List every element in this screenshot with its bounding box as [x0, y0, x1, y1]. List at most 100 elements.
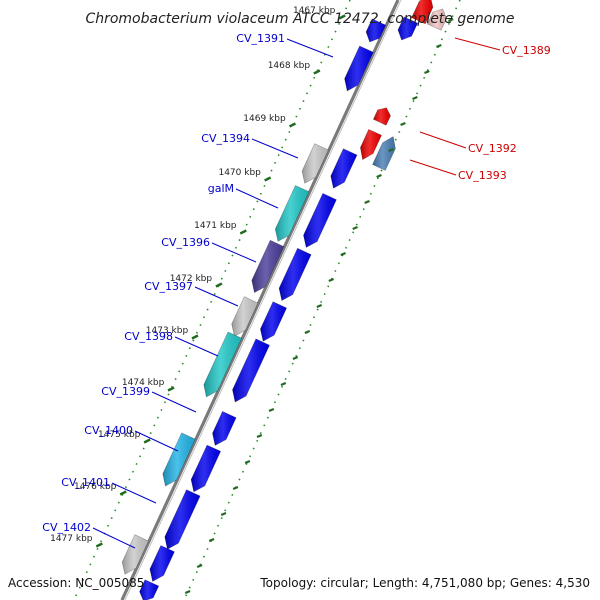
gene-label-cv-1399[interactable]: CV_1399	[101, 385, 150, 398]
kbp-tick	[338, 14, 346, 20]
minor-tick	[424, 69, 430, 75]
gene-label-cv-1402[interactable]: CV_1402	[42, 521, 91, 534]
position-rings	[73, 0, 461, 600]
gene-leader-line	[194, 286, 239, 307]
reverse-gene-arrow[interactable]	[232, 338, 270, 403]
kbp-ruler-labels: 1467 kbp 1468 kbp 1469 kbp 1470 kbp 1471 kbp…	[50, 6, 454, 595]
gene-galm[interactable]	[274, 185, 310, 242]
reverse-gene-arrow[interactable]	[397, 16, 418, 41]
minor-tick	[184, 589, 191, 595]
gene-leader-line	[235, 188, 279, 209]
forward-strand-genes	[360, 0, 447, 171]
gene-leader-line	[134, 430, 179, 452]
reverse-gene-arrow[interactable]	[164, 489, 201, 550]
kbp-label: 1474 kbp	[122, 378, 165, 388]
gene-leader-line	[409, 159, 457, 176]
reverse-gene-arrow[interactable]	[139, 579, 160, 600]
gene-label-cv-1396[interactable]: CV_1396	[161, 236, 210, 249]
gene-leader-line	[251, 138, 299, 159]
topology-text: Topology: circular; Length: 4,751,080 bp…	[259, 576, 590, 590]
gene-labels: CV_1391 CV_1394 galM CV_1396 CV_1397 CV_1398 C…	[42, 32, 551, 549]
kbp-tick	[288, 122, 297, 128]
position-ring-dots	[73, 0, 351, 600]
genome-backbone	[120, 0, 402, 600]
minor-tick	[280, 381, 287, 387]
gene-leader-line	[419, 131, 467, 149]
gene-cv-1394[interactable]	[301, 143, 329, 184]
kbp-label: 1468 kbp	[268, 61, 311, 71]
kbp-label: 1467 kbp	[293, 6, 336, 16]
gene-cv-1393[interactable]	[372, 136, 396, 171]
gene-label-cv-1389[interactable]: CV_1389	[502, 44, 551, 57]
accession-text: Accession: NC_005085	[8, 576, 144, 590]
reverse-gene-arrow[interactable]	[330, 148, 358, 189]
gene-label-galm[interactable]: galM	[208, 182, 234, 195]
gene-leader-line	[211, 242, 257, 263]
minor-tick	[220, 511, 227, 517]
gene-label-cv-1401[interactable]: CV_1401	[61, 476, 110, 489]
minor-tick	[388, 147, 394, 153]
gene-label-cv-1394[interactable]: CV_1394	[201, 132, 250, 145]
gene-label-cv-1393[interactable]: CV_1393	[458, 169, 507, 182]
minor-tick	[328, 277, 335, 283]
backbone-highlight	[124, 0, 402, 600]
kbp-tick	[239, 229, 247, 235]
reverse-gene-arrow[interactable]	[260, 301, 287, 342]
kbp-tick	[167, 386, 175, 392]
kbp-label: 1477 kbp	[50, 534, 93, 544]
reverse-gene-arrow[interactable]	[303, 193, 337, 248]
gene-leader-line	[454, 37, 501, 51]
reverse-gene-arrow[interactable]	[212, 411, 237, 446]
gene-cv-1400[interactable]	[162, 432, 196, 487]
gene-cv-1389[interactable]	[411, 0, 434, 25]
kbp-label: 1469 kbp	[243, 114, 286, 124]
reverse-gene-arrow[interactable]	[278, 247, 312, 301]
kbp-tick	[215, 282, 223, 288]
kbp-tick	[313, 69, 321, 75]
gene-leader-line	[286, 38, 334, 58]
minor-tick	[316, 303, 323, 309]
minor-tick	[436, 43, 442, 49]
reverse-gene-arrow[interactable]	[190, 444, 221, 493]
kbp-tick	[143, 438, 151, 444]
kbp-label: 1476 kbp	[74, 482, 117, 492]
gene-label-cv-1392[interactable]: CV_1392	[468, 142, 517, 155]
minor-tick	[352, 225, 358, 231]
minor-tick	[412, 95, 418, 101]
minor-tick	[232, 485, 239, 491]
gene-label-cv-1397[interactable]: CV_1397	[144, 280, 193, 293]
gene-label-cv-1400[interactable]: CV_1400	[84, 424, 133, 437]
gene-cv-1396[interactable]	[251, 239, 285, 293]
gene-cv-1389-partial[interactable]	[427, 8, 447, 31]
gene-leader-line	[111, 482, 157, 504]
minor-tick	[256, 433, 263, 439]
minor-tick	[304, 329, 311, 335]
reverse-gene-arrow[interactable]	[365, 18, 387, 43]
gene-cv-1397[interactable]	[231, 296, 259, 337]
minor-tick	[400, 121, 406, 127]
minor-tick	[447, 17, 454, 23]
gene-label-cv-1391[interactable]: CV_1391	[236, 32, 285, 45]
gene-cv-1398[interactable]	[203, 331, 243, 398]
map-title: Chromobacterium violaceum ATCC 12472, co…	[85, 11, 514, 27]
kbp-label: 1470 kbp	[218, 168, 261, 178]
gene-leader-line	[92, 527, 136, 549]
gene-cv-1402[interactable]	[121, 534, 149, 575]
gene-cv-1392-head[interactable]	[373, 107, 391, 126]
kbp-label: 1475 kbp	[98, 430, 141, 440]
kbp-tick	[191, 334, 199, 340]
gene-label-cv-1398[interactable]: CV_1398	[124, 330, 173, 343]
minor-tick	[364, 199, 370, 205]
minor-tick	[196, 563, 203, 569]
kbp-tick	[119, 490, 127, 496]
minor-tick	[244, 459, 251, 465]
minor-tick	[340, 251, 346, 257]
gene-cv-1391[interactable]	[344, 45, 374, 92]
reverse-gene-arrow[interactable]	[149, 545, 175, 582]
gene-cv-1392[interactable]	[360, 129, 382, 161]
kbp-tick	[264, 176, 272, 182]
kbp-label: 1472 kbp	[170, 274, 213, 284]
gene-leader-line	[151, 391, 197, 413]
